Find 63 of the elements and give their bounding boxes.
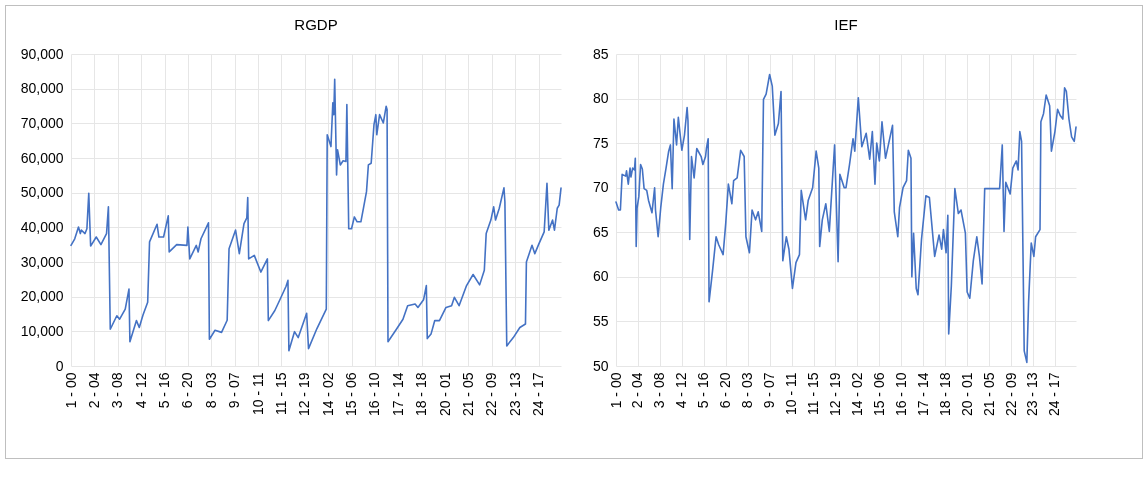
y-tick-label: 85 [592, 45, 609, 62]
x-tick-label: 22 - 09 [1002, 372, 1019, 417]
x-tick-label: 20 - 01 [958, 372, 975, 417]
x-tick-label: 6 - 20 [717, 372, 734, 409]
x-tick-label: 17 - 14 [389, 372, 406, 417]
y-tick-label: 60 [592, 268, 609, 285]
x-tick-label: 2 - 04 [629, 372, 646, 409]
x-tick-label: 9 - 07 [761, 372, 778, 409]
y-tick-label: 90,000 [20, 45, 64, 62]
x-tick-label: 14 - 02 [319, 372, 336, 417]
x-tick-label: 3 - 08 [651, 372, 668, 409]
y-tick-label: 50,000 [20, 184, 64, 201]
y-tick-label: 70,000 [20, 114, 64, 131]
y-tick-label: 80,000 [20, 80, 64, 97]
x-tick-label: 21 - 05 [980, 372, 997, 417]
x-tick-label: 8 - 03 [202, 372, 219, 409]
x-tick-label: 1 - 00 [607, 372, 624, 409]
y-tick-label: 70 [592, 179, 609, 196]
x-tick-label: 18 - 18 [936, 372, 953, 417]
y-tick-label: 60,000 [20, 149, 64, 166]
y-tick-label: 0 [55, 357, 64, 374]
y-tick-label: 30,000 [20, 253, 64, 270]
x-tick-label: 4 - 12 [132, 372, 149, 409]
y-tick-label: 75 [592, 134, 609, 151]
x-tick-label: 14 - 02 [848, 372, 865, 417]
x-tick-label: 18 - 18 [413, 372, 430, 417]
x-tick-label: 12 - 19 [296, 372, 313, 417]
x-tick-label: 16 - 10 [366, 372, 383, 417]
y-tick-label: 10,000 [20, 322, 64, 339]
chart-title: RGDP [294, 16, 338, 33]
x-tick-label: 9 - 07 [226, 372, 243, 409]
x-tick-label: 15 - 06 [343, 372, 360, 417]
x-tick-label: 17 - 14 [914, 372, 931, 417]
x-tick-label: 5 - 16 [695, 372, 712, 409]
x-tick-label: 20 - 01 [436, 372, 453, 417]
chart-title: IEF [834, 16, 858, 33]
x-tick-label: 8 - 03 [739, 372, 756, 409]
y-tick-label: 20,000 [20, 288, 64, 305]
x-tick-label: 15 - 06 [870, 372, 887, 417]
x-tick-label: 6 - 20 [179, 372, 196, 409]
x-tick-label: 11 - 15 [272, 372, 289, 416]
x-tick-label: 10 - 11 [249, 372, 266, 416]
y-tick-label: 55 [592, 312, 609, 329]
x-tick-label: 4 - 12 [673, 372, 690, 409]
x-tick-label: 2 - 04 [85, 372, 102, 409]
x-tick-label: 24 - 17 [530, 372, 547, 417]
x-tick-label: 23 - 13 [1024, 372, 1041, 417]
line-series [70, 78, 562, 352]
y-tick-label: 80 [592, 90, 609, 107]
x-tick-label: 24 - 17 [1046, 372, 1063, 417]
x-tick-label: 12 - 19 [826, 372, 843, 417]
y-tick-label: 65 [592, 223, 609, 240]
y-tick-label: 50 [592, 357, 609, 374]
x-tick-label: 23 - 13 [506, 372, 523, 417]
x-tick-label: 5 - 16 [156, 372, 173, 409]
x-tick-label: 21 - 05 [459, 372, 476, 417]
y-tick-label: 40,000 [20, 218, 64, 235]
x-tick-label: 16 - 10 [892, 372, 909, 417]
x-tick-label: 10 - 11 [783, 372, 800, 416]
x-tick-label: 11 - 15 [805, 372, 822, 416]
x-tick-label: 1 - 00 [62, 372, 79, 409]
x-tick-label: 3 - 08 [109, 372, 126, 409]
x-tick-label: 22 - 09 [483, 372, 500, 417]
